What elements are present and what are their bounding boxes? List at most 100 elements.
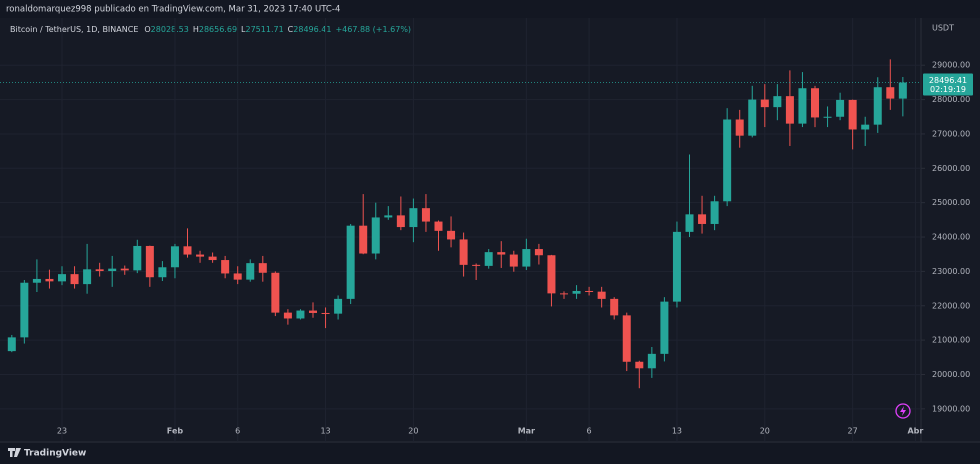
candle-body — [32, 278, 41, 283]
candle-body — [735, 119, 744, 136]
candle-body — [283, 312, 292, 319]
x-tick-label: 13 — [320, 427, 330, 436]
candle-body — [710, 201, 719, 224]
candle-body — [484, 252, 493, 266]
legend-line: Bitcoin / TetherUS, 1D, BINANCE O28028.53… — [10, 25, 411, 34]
x-tick-label: 27 — [848, 427, 858, 436]
candle-body — [170, 246, 179, 268]
y-tick-label: 27000.00 — [932, 129, 970, 138]
candle-body — [459, 239, 468, 265]
candle-body — [585, 290, 594, 292]
y-tick-label: 20000.00 — [932, 370, 970, 379]
symbol: Bitcoin / TetherUS, 1D, BINANCE — [10, 25, 138, 34]
x-tick-label: Mar — [518, 427, 535, 436]
candles — [7, 59, 907, 389]
candle-body — [196, 254, 205, 257]
candle-body — [108, 268, 117, 272]
candle-body — [811, 88, 819, 118]
candle-body — [873, 87, 882, 125]
lightning-icon[interactable] — [895, 403, 911, 419]
candle-body — [434, 221, 443, 231]
candle-body — [760, 99, 769, 108]
candle-body — [396, 215, 405, 228]
candle-body — [271, 272, 280, 313]
candle-body — [421, 208, 430, 222]
x-tick-label: 6 — [235, 427, 240, 436]
candle-body — [20, 282, 29, 338]
y-tick-label: 25000.00 — [932, 198, 970, 207]
candle-body — [823, 116, 832, 118]
candle-body — [246, 263, 255, 280]
candle-body — [7, 337, 16, 352]
candle-body — [371, 217, 380, 254]
price-tag-value: 28496.41 — [929, 76, 967, 85]
candle-body — [208, 256, 217, 261]
y-tick-label: 21000.00 — [932, 336, 970, 345]
legend: Bitcoin / TetherUS, 1D, BINANCE O28028.53… — [10, 25, 411, 34]
currency: USDT — [932, 24, 954, 33]
candle-body — [522, 249, 531, 267]
y-tick-label: 22000.00 — [932, 301, 970, 310]
candle-body — [698, 214, 707, 224]
price-tag — [923, 73, 973, 96]
candle-body — [672, 231, 681, 302]
ohlc-value: 27511.71 — [246, 25, 284, 34]
ohlc-value: 28028.53 — [151, 25, 189, 34]
candle-body — [158, 267, 167, 278]
candle-body — [346, 225, 355, 299]
candle-body — [221, 260, 230, 274]
candle-body — [848, 99, 857, 130]
x-tick-label: 20 — [760, 427, 770, 436]
candle-body — [95, 269, 104, 272]
candle-body — [509, 254, 518, 267]
candle-body — [773, 96, 782, 108]
ohlc-key: C — [288, 25, 294, 34]
candle-body — [622, 315, 631, 362]
candle-body — [447, 230, 456, 240]
candle-body — [723, 119, 732, 202]
candle-body — [597, 291, 606, 299]
candle-body — [70, 274, 79, 285]
ohlc-value: 28496.41 — [293, 25, 331, 34]
ohlc-value: 28656.69 — [199, 25, 237, 34]
footer-bar — [0, 443, 980, 464]
candle-body — [145, 245, 154, 278]
candle-body — [296, 310, 305, 319]
candle-body — [647, 353, 656, 369]
ohlc-key: H — [193, 25, 199, 34]
candle-body — [359, 225, 368, 254]
header-bar — [0, 0, 980, 18]
candle-body — [560, 293, 568, 295]
candle-body — [785, 96, 794, 124]
candle-body — [635, 361, 644, 369]
y-tick-label: 23000.00 — [932, 267, 970, 276]
lightning-icon — [900, 406, 906, 416]
candle-body — [534, 249, 543, 256]
brand[interactable]: TradingView — [24, 449, 86, 459]
candle-body — [321, 312, 330, 314]
candle-body — [258, 263, 267, 273]
candle-body — [497, 252, 506, 255]
candle-body — [45, 278, 54, 282]
candle-body — [898, 82, 907, 99]
candle-body — [233, 273, 242, 280]
candle-body — [120, 268, 129, 271]
candle-body — [836, 99, 845, 117]
candle-body — [886, 87, 895, 99]
y-tick-label: 28000.00 — [932, 95, 970, 104]
candle-body — [409, 208, 418, 228]
x-tick-label: 23 — [57, 427, 67, 436]
candle-body — [384, 215, 393, 218]
y-tick-label: 24000.00 — [932, 233, 970, 242]
y-tick-label: 29000.00 — [932, 61, 970, 70]
x-tick-label: 20 — [408, 427, 418, 436]
candle-body — [610, 298, 619, 316]
x-tick-label: 13 — [672, 427, 682, 436]
candle-body — [861, 124, 870, 130]
ohlc-key: O — [144, 25, 150, 34]
candle-body — [133, 245, 142, 271]
x-tick-label: 6 — [587, 427, 592, 436]
